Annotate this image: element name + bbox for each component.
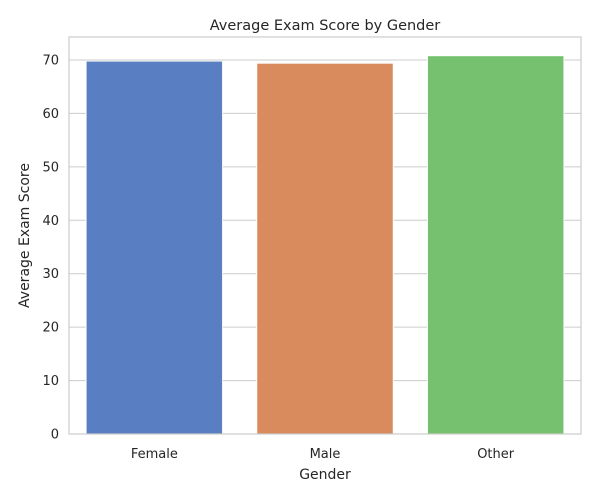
x-tick-label: Other xyxy=(477,447,515,462)
y-tick-label: 10 xyxy=(42,374,59,389)
y-tick-label: 60 xyxy=(42,107,59,122)
x-tick-label: Male xyxy=(310,447,341,462)
x-tick-label: Female xyxy=(131,447,178,462)
y-tick-label: 0 xyxy=(51,428,59,443)
x-tick-labels: Female Male Other xyxy=(131,447,515,462)
y-tick-label: 50 xyxy=(42,160,59,175)
x-axis-label: Gender xyxy=(299,467,351,483)
y-tick-label: 40 xyxy=(42,214,59,229)
bar-other xyxy=(426,55,565,435)
y-axis-label: Average Exam Score xyxy=(17,163,33,308)
bar-male xyxy=(256,62,394,435)
bars xyxy=(85,55,565,435)
bar-female xyxy=(85,60,224,435)
chart-title: Average Exam Score by Gender xyxy=(210,18,441,34)
y-tick-label: 30 xyxy=(42,267,59,282)
y-tick-labels: 0 10 20 30 40 50 60 70 xyxy=(42,53,59,442)
plot-frame xyxy=(68,36,582,435)
y-tick-label: 20 xyxy=(42,321,59,336)
y-tick-label: 70 xyxy=(42,53,59,68)
